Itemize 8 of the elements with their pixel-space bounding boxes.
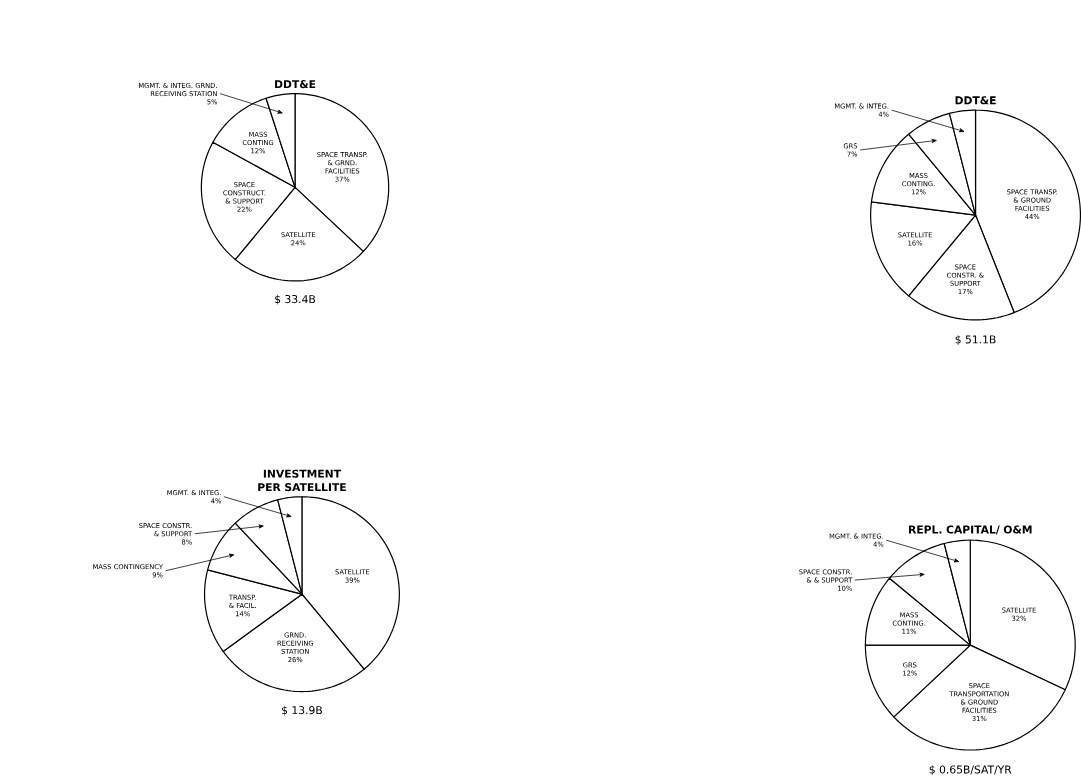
chart-title: DDT&E	[955, 96, 996, 105]
chart-title: INVESTMENT PER SATELLITE	[258, 469, 346, 491]
chart-title: REPL. CAPITAL/ O&M	[909, 525, 1032, 535]
text: $ 33.4B	[275, 294, 316, 305]
text: $ 51.1B	[955, 334, 996, 345]
text: $ 0.65B/SAT/YR	[929, 765, 1012, 775]
chart-title: DDT&E	[275, 79, 316, 88]
text: $ 13.9B	[282, 705, 322, 716]
